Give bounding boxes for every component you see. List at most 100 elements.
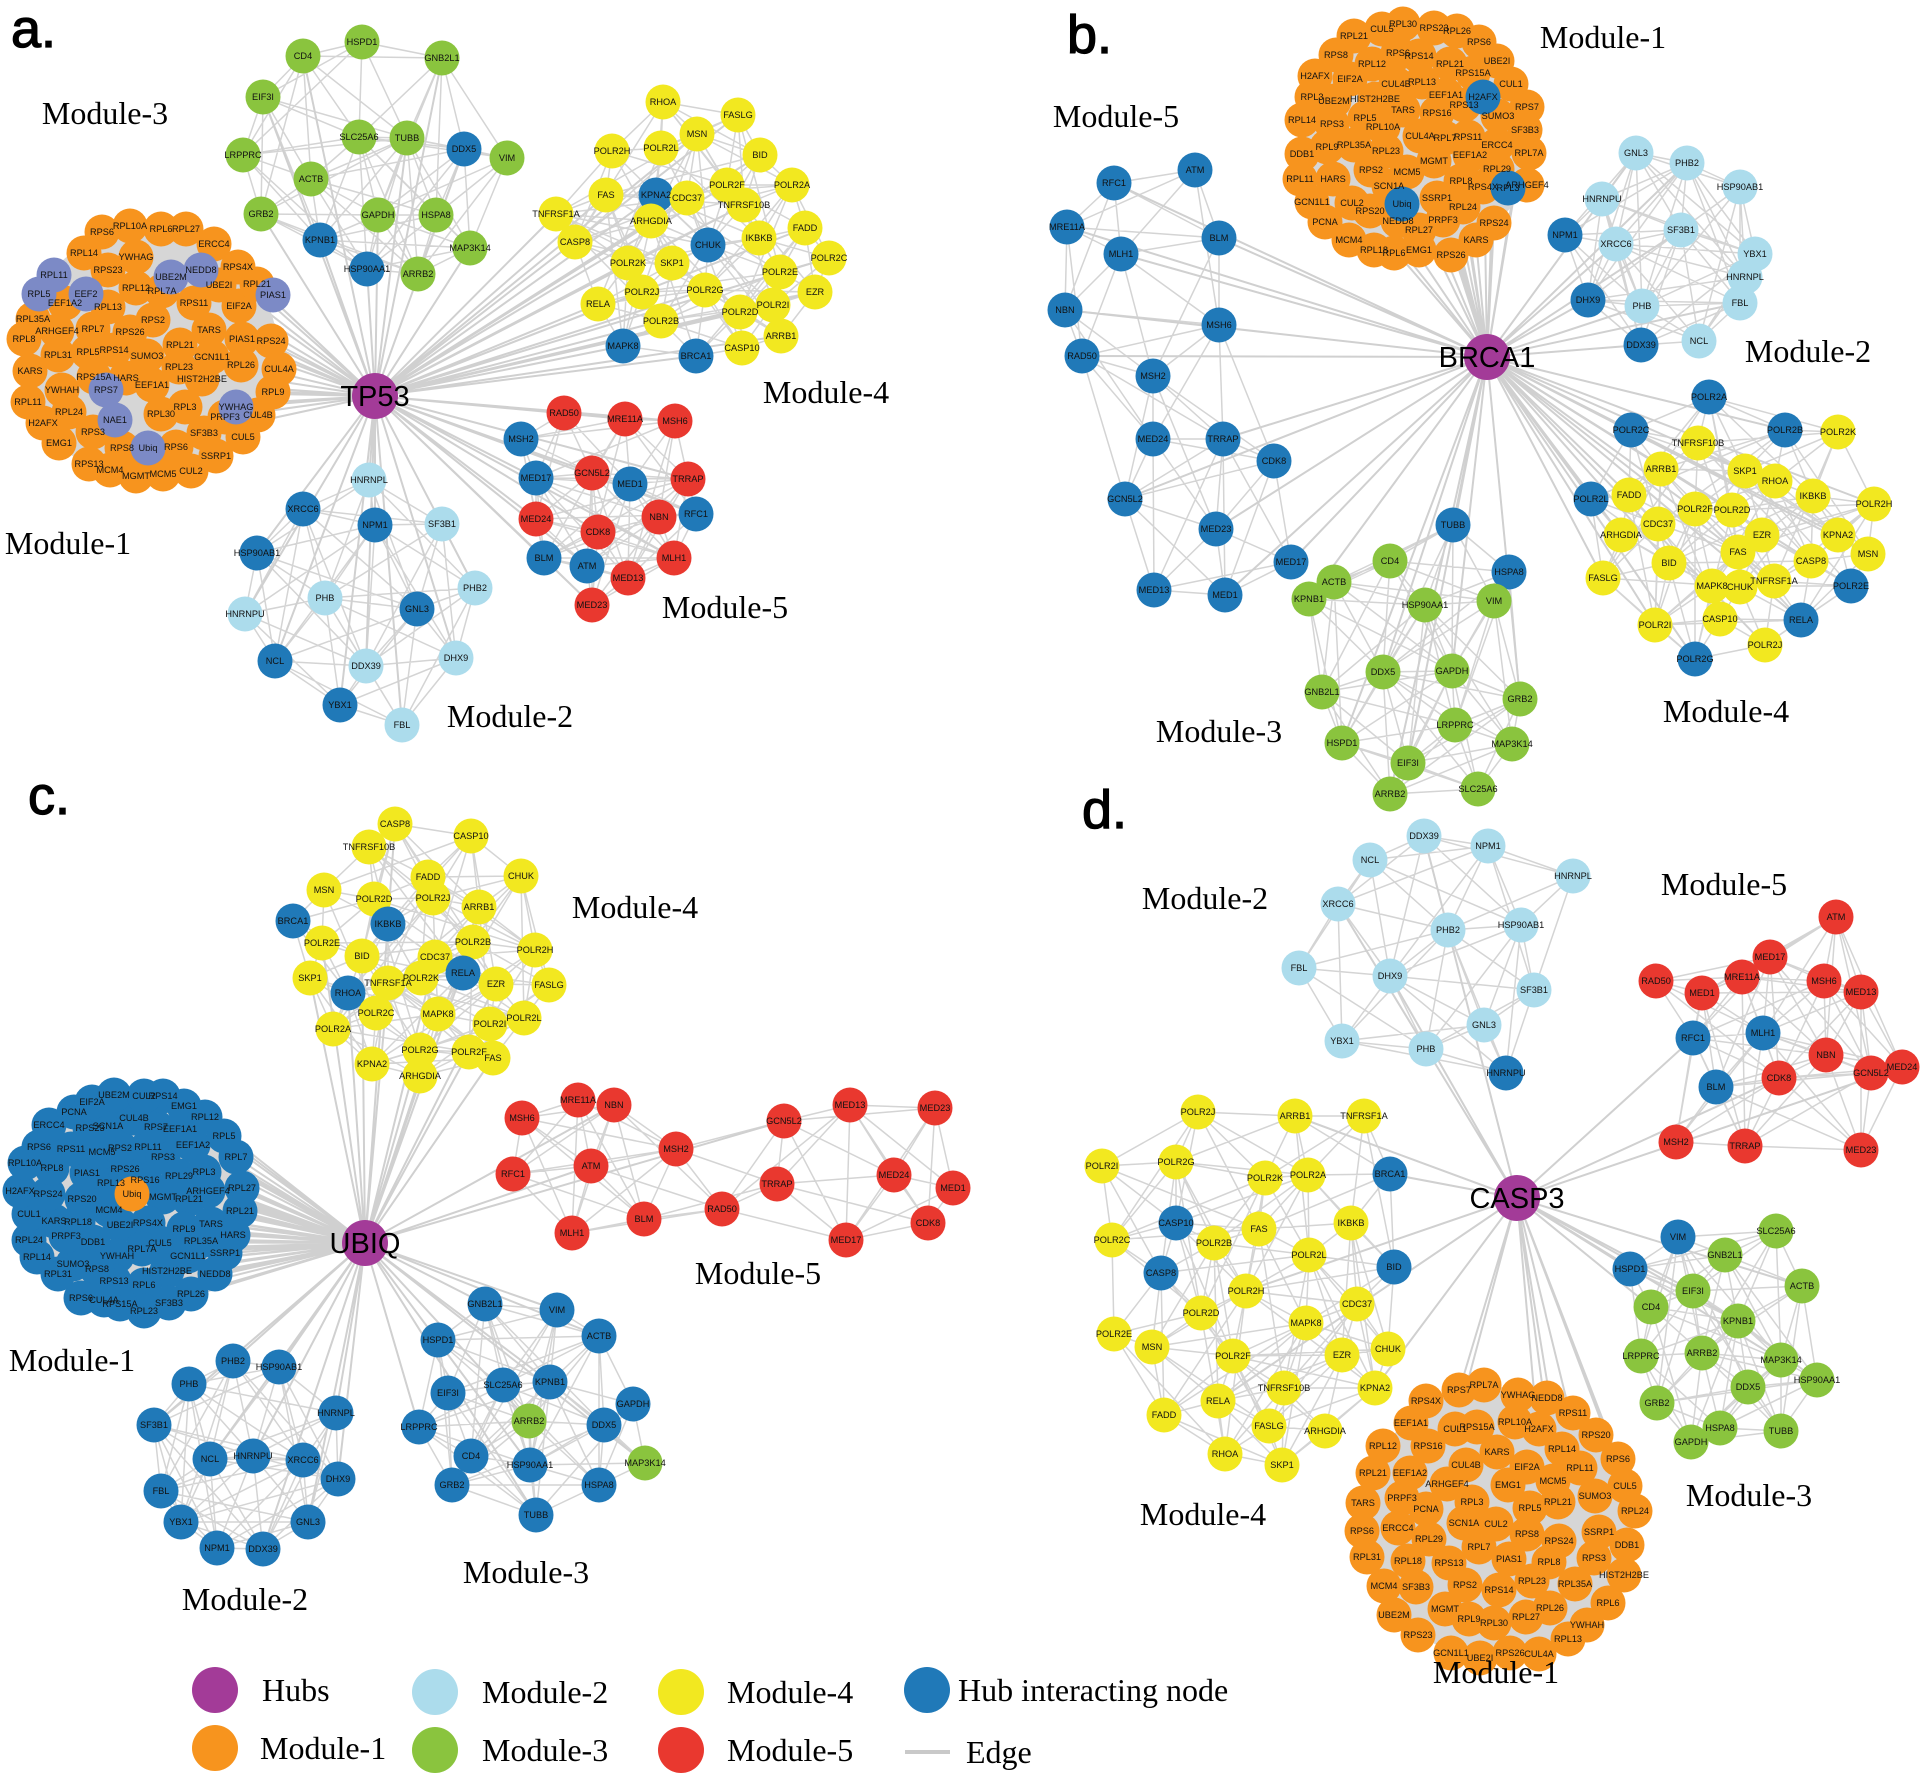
svg-text:PHB2: PHB2 — [1436, 925, 1460, 935]
svg-text:SKP1: SKP1 — [1733, 466, 1757, 476]
svg-text:NAE1: NAE1 — [103, 415, 127, 425]
svg-text:RPL26: RPL26 — [1443, 26, 1471, 36]
svg-text:RPL21: RPL21 — [226, 1206, 254, 1216]
svg-text:HARS: HARS — [1320, 174, 1346, 184]
svg-text:NPM1: NPM1 — [204, 1543, 230, 1553]
svg-text:HSP90AA1: HSP90AA1 — [344, 264, 390, 274]
svg-text:GNL3: GNL3 — [296, 1517, 320, 1527]
svg-text:CUL5: CUL5 — [231, 432, 255, 442]
svg-text:TRRAP: TRRAP — [1207, 434, 1238, 444]
svg-text:RPL7A: RPL7A — [127, 1244, 157, 1254]
svg-text:KPNB1: KPNB1 — [1294, 594, 1324, 604]
svg-text:RPL8: RPL8 — [13, 334, 36, 344]
svg-text:NPM1: NPM1 — [1475, 841, 1501, 851]
svg-text:MAP3K14: MAP3K14 — [449, 243, 490, 253]
svg-text:KARS: KARS — [17, 366, 42, 376]
svg-text:TUBB: TUBB — [1769, 1426, 1794, 1436]
svg-text:GNB2L1: GNB2L1 — [1304, 687, 1339, 697]
svg-text:CUL1: CUL1 — [1443, 1424, 1467, 1434]
svg-text:CDC37: CDC37 — [420, 952, 450, 962]
svg-text:MAPK8: MAPK8 — [607, 341, 638, 351]
svg-text:MLH1: MLH1 — [1751, 1028, 1776, 1038]
svg-text:POLR2A: POLR2A — [774, 180, 811, 190]
svg-text:FAS: FAS — [1729, 547, 1746, 557]
svg-text:SCN1A: SCN1A — [1449, 1518, 1481, 1528]
svg-text:BLM: BLM — [1707, 1082, 1726, 1092]
svg-text:RPL30: RPL30 — [147, 409, 175, 419]
svg-text:POLR2E: POLR2E — [304, 938, 340, 948]
svg-text:RPS15A: RPS15A — [1455, 68, 1491, 78]
svg-text:HSPA8: HSPA8 — [421, 210, 450, 220]
svg-text:POLR2H: POLR2H — [594, 146, 631, 156]
svg-text:YBX1: YBX1 — [328, 700, 352, 710]
svg-text:UBE2I: UBE2I — [1484, 56, 1511, 66]
svg-text:CUL4B: CUL4B — [243, 410, 273, 420]
svg-text:HSP90AA1: HSP90AA1 — [507, 1460, 553, 1470]
svg-text:RPL5: RPL5 — [1519, 1503, 1542, 1513]
svg-text:LRPPRC: LRPPRC — [400, 1422, 438, 1432]
svg-text:CDC37: CDC37 — [1643, 519, 1673, 529]
svg-text:MCM4: MCM4 — [96, 465, 123, 475]
svg-text:MSH6: MSH6 — [1811, 976, 1837, 986]
svg-text:XRCC6: XRCC6 — [287, 1455, 318, 1465]
svg-text:CDC37: CDC37 — [672, 193, 702, 203]
svg-text:FAS: FAS — [1250, 1224, 1267, 1234]
svg-text:EZR: EZR — [806, 287, 825, 297]
svg-text:RPL7A: RPL7A — [147, 286, 177, 296]
svg-text:Module-5: Module-5 — [1661, 866, 1787, 902]
svg-text:Module-5: Module-5 — [695, 1255, 821, 1291]
svg-text:RPL23: RPL23 — [130, 1306, 158, 1316]
svg-text:UBIQ: UBIQ — [330, 1228, 401, 1260]
svg-text:RPL13: RPL13 — [1554, 1634, 1582, 1644]
svg-text:POLR2G: POLR2G — [686, 285, 723, 295]
svg-text:RPS11: RPS11 — [1559, 1408, 1587, 1418]
svg-text:EEF1A2: EEF1A2 — [48, 298, 82, 308]
svg-text:EEF1A1: EEF1A1 — [1429, 90, 1463, 100]
svg-text:BRCA1: BRCA1 — [681, 351, 712, 361]
svg-text:UBE2M: UBE2M — [1378, 1610, 1410, 1620]
svg-text:MED23: MED23 — [1846, 1145, 1877, 1155]
svg-text:H2AFX: H2AFX — [1524, 1424, 1554, 1434]
svg-text:MED13: MED13 — [1139, 585, 1170, 595]
svg-text:EMG1: EMG1 — [1406, 245, 1432, 255]
svg-text:a.: a. — [11, 0, 56, 59]
svg-text:POLR2D: POLR2D — [356, 894, 393, 904]
svg-text:LRPPRC: LRPPRC — [1622, 1351, 1660, 1361]
svg-text:RPL21: RPL21 — [1544, 1497, 1572, 1507]
svg-text:GRB2: GRB2 — [1507, 694, 1532, 704]
svg-text:POLR2C: POLR2C — [358, 1008, 395, 1018]
svg-text:RPL21: RPL21 — [166, 340, 194, 350]
svg-text:RPS6: RPS6 — [27, 1142, 51, 1152]
svg-text:DDB1: DDB1 — [81, 1237, 106, 1247]
svg-text:XRCC6: XRCC6 — [1322, 899, 1353, 909]
svg-text:CUL4B: CUL4B — [1451, 1460, 1481, 1470]
svg-text:EIF3I: EIF3I — [1682, 1286, 1704, 1296]
svg-text:GAPDH: GAPDH — [362, 210, 395, 220]
svg-text:RELA: RELA — [451, 968, 476, 978]
svg-text:RPS14: RPS14 — [1404, 51, 1433, 61]
svg-text:SF3B3: SF3B3 — [1402, 1582, 1430, 1592]
svg-text:Module-4: Module-4 — [1663, 693, 1789, 729]
svg-text:RAD50: RAD50 — [1641, 976, 1671, 986]
svg-text:FASLG: FASLG — [1588, 573, 1618, 583]
svg-text:RFC1: RFC1 — [1102, 178, 1126, 188]
svg-text:SKP1: SKP1 — [298, 973, 322, 983]
svg-text:POLR2J: POLR2J — [1748, 640, 1783, 650]
svg-text:CUL5: CUL5 — [1613, 1481, 1637, 1491]
svg-text:RFC1: RFC1 — [1681, 1033, 1705, 1043]
svg-text:RPL10A: RPL10A — [8, 1158, 43, 1168]
svg-text:POLR2A: POLR2A — [1691, 392, 1728, 402]
svg-text:RPL6: RPL6 — [1597, 1598, 1620, 1608]
svg-text:MED17: MED17 — [831, 1235, 862, 1245]
svg-text:HARS: HARS — [113, 373, 139, 383]
svg-text:RPS6: RPS6 — [90, 227, 114, 237]
svg-text:POLR2L: POLR2L — [506, 1013, 541, 1023]
svg-text:ACTB: ACTB — [299, 174, 324, 184]
svg-text:BLM: BLM — [535, 553, 554, 563]
svg-text:ACTB: ACTB — [1790, 1281, 1815, 1291]
svg-text:RPL3: RPL3 — [174, 402, 197, 412]
svg-text:IKBKB: IKBKB — [374, 919, 401, 929]
svg-text:RPS11: RPS11 — [1454, 132, 1482, 142]
svg-text:FAS: FAS — [597, 190, 614, 200]
svg-text:CUL4A: CUL4A — [89, 1295, 119, 1305]
